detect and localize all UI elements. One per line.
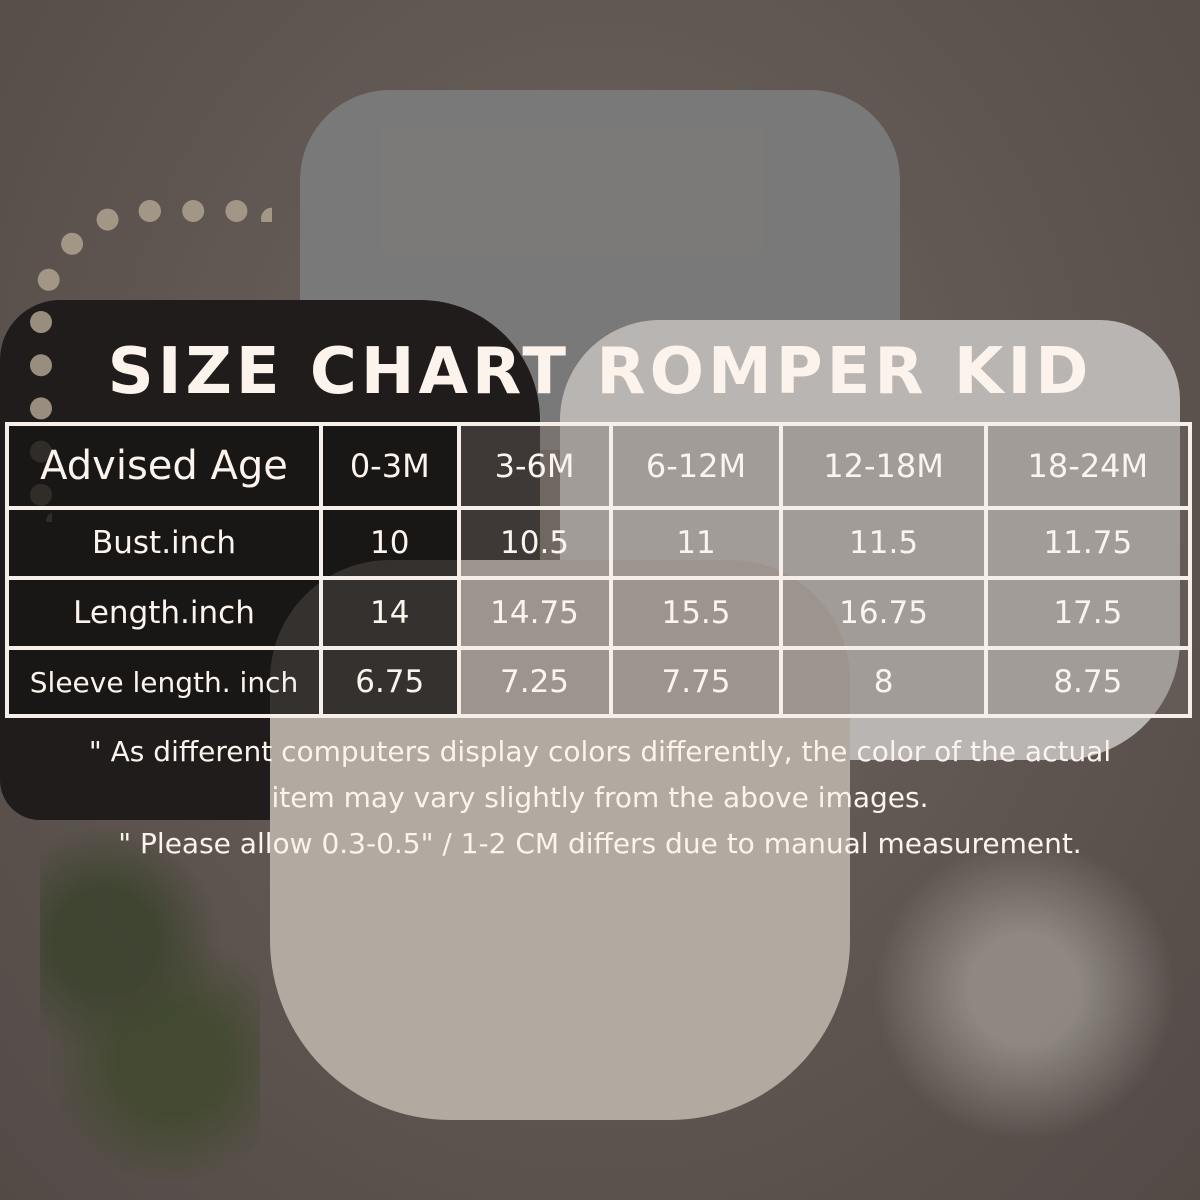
cell-value: 15.5: [608, 576, 784, 650]
cell-value: 16.75: [779, 576, 988, 650]
header-size: 6-12M: [608, 422, 784, 510]
row-label: Sleeve length. inch: [5, 646, 323, 718]
header-size: 18-24M: [983, 422, 1193, 510]
table-row: Bust.inch 10 10.5 11 11.5 11.75: [5, 506, 1193, 580]
note-line: item may vary slightly from the above im…: [271, 781, 929, 814]
header-size: 3-6M: [456, 422, 613, 510]
header-size: 0-3M: [319, 422, 461, 510]
cell-value: 11.5: [779, 506, 988, 580]
cell-value: 10: [319, 506, 461, 580]
note-line: " Please allow 0.3-0.5" / 1-2 CM differs…: [118, 827, 1082, 860]
cell-value: 8.75: [983, 646, 1193, 718]
table-row: Sleeve length. inch 6.75 7.25 7.75 8 8.7…: [5, 646, 1193, 718]
header-size: 12-18M: [779, 422, 988, 510]
cell-value: 14.75: [456, 576, 613, 650]
note-line: " As different computers display colors …: [88, 735, 1112, 768]
babys-breath-photo: [850, 780, 1200, 1200]
cell-value: 10.5: [456, 506, 613, 580]
row-label: Length.inch: [5, 576, 323, 650]
table-header-row: Advised Age 0-3M 3-6M 6-12M 12-18M 18-24…: [5, 422, 1193, 510]
cell-value: 7.75: [608, 646, 784, 718]
table-row: Length.inch 14 14.75 15.5 16.75 17.5: [5, 576, 1193, 650]
cell-value: 11: [608, 506, 784, 580]
header-label: Advised Age: [5, 422, 323, 510]
cell-value: 17.5: [983, 576, 1193, 650]
page-title: SIZE CHART ROMPER KID: [107, 335, 1093, 409]
cell-value: 14: [319, 576, 461, 650]
cell-value: 7.25: [456, 646, 613, 718]
cell-value: 6.75: [319, 646, 461, 718]
cell-value: 11.75: [983, 506, 1193, 580]
eucalyptus-photo: [40, 780, 260, 1180]
row-label: Bust.inch: [5, 506, 323, 580]
size-table: Advised Age 0-3M 3-6M 6-12M 12-18M 18-24…: [5, 422, 1193, 718]
cell-value: 8: [779, 646, 988, 718]
